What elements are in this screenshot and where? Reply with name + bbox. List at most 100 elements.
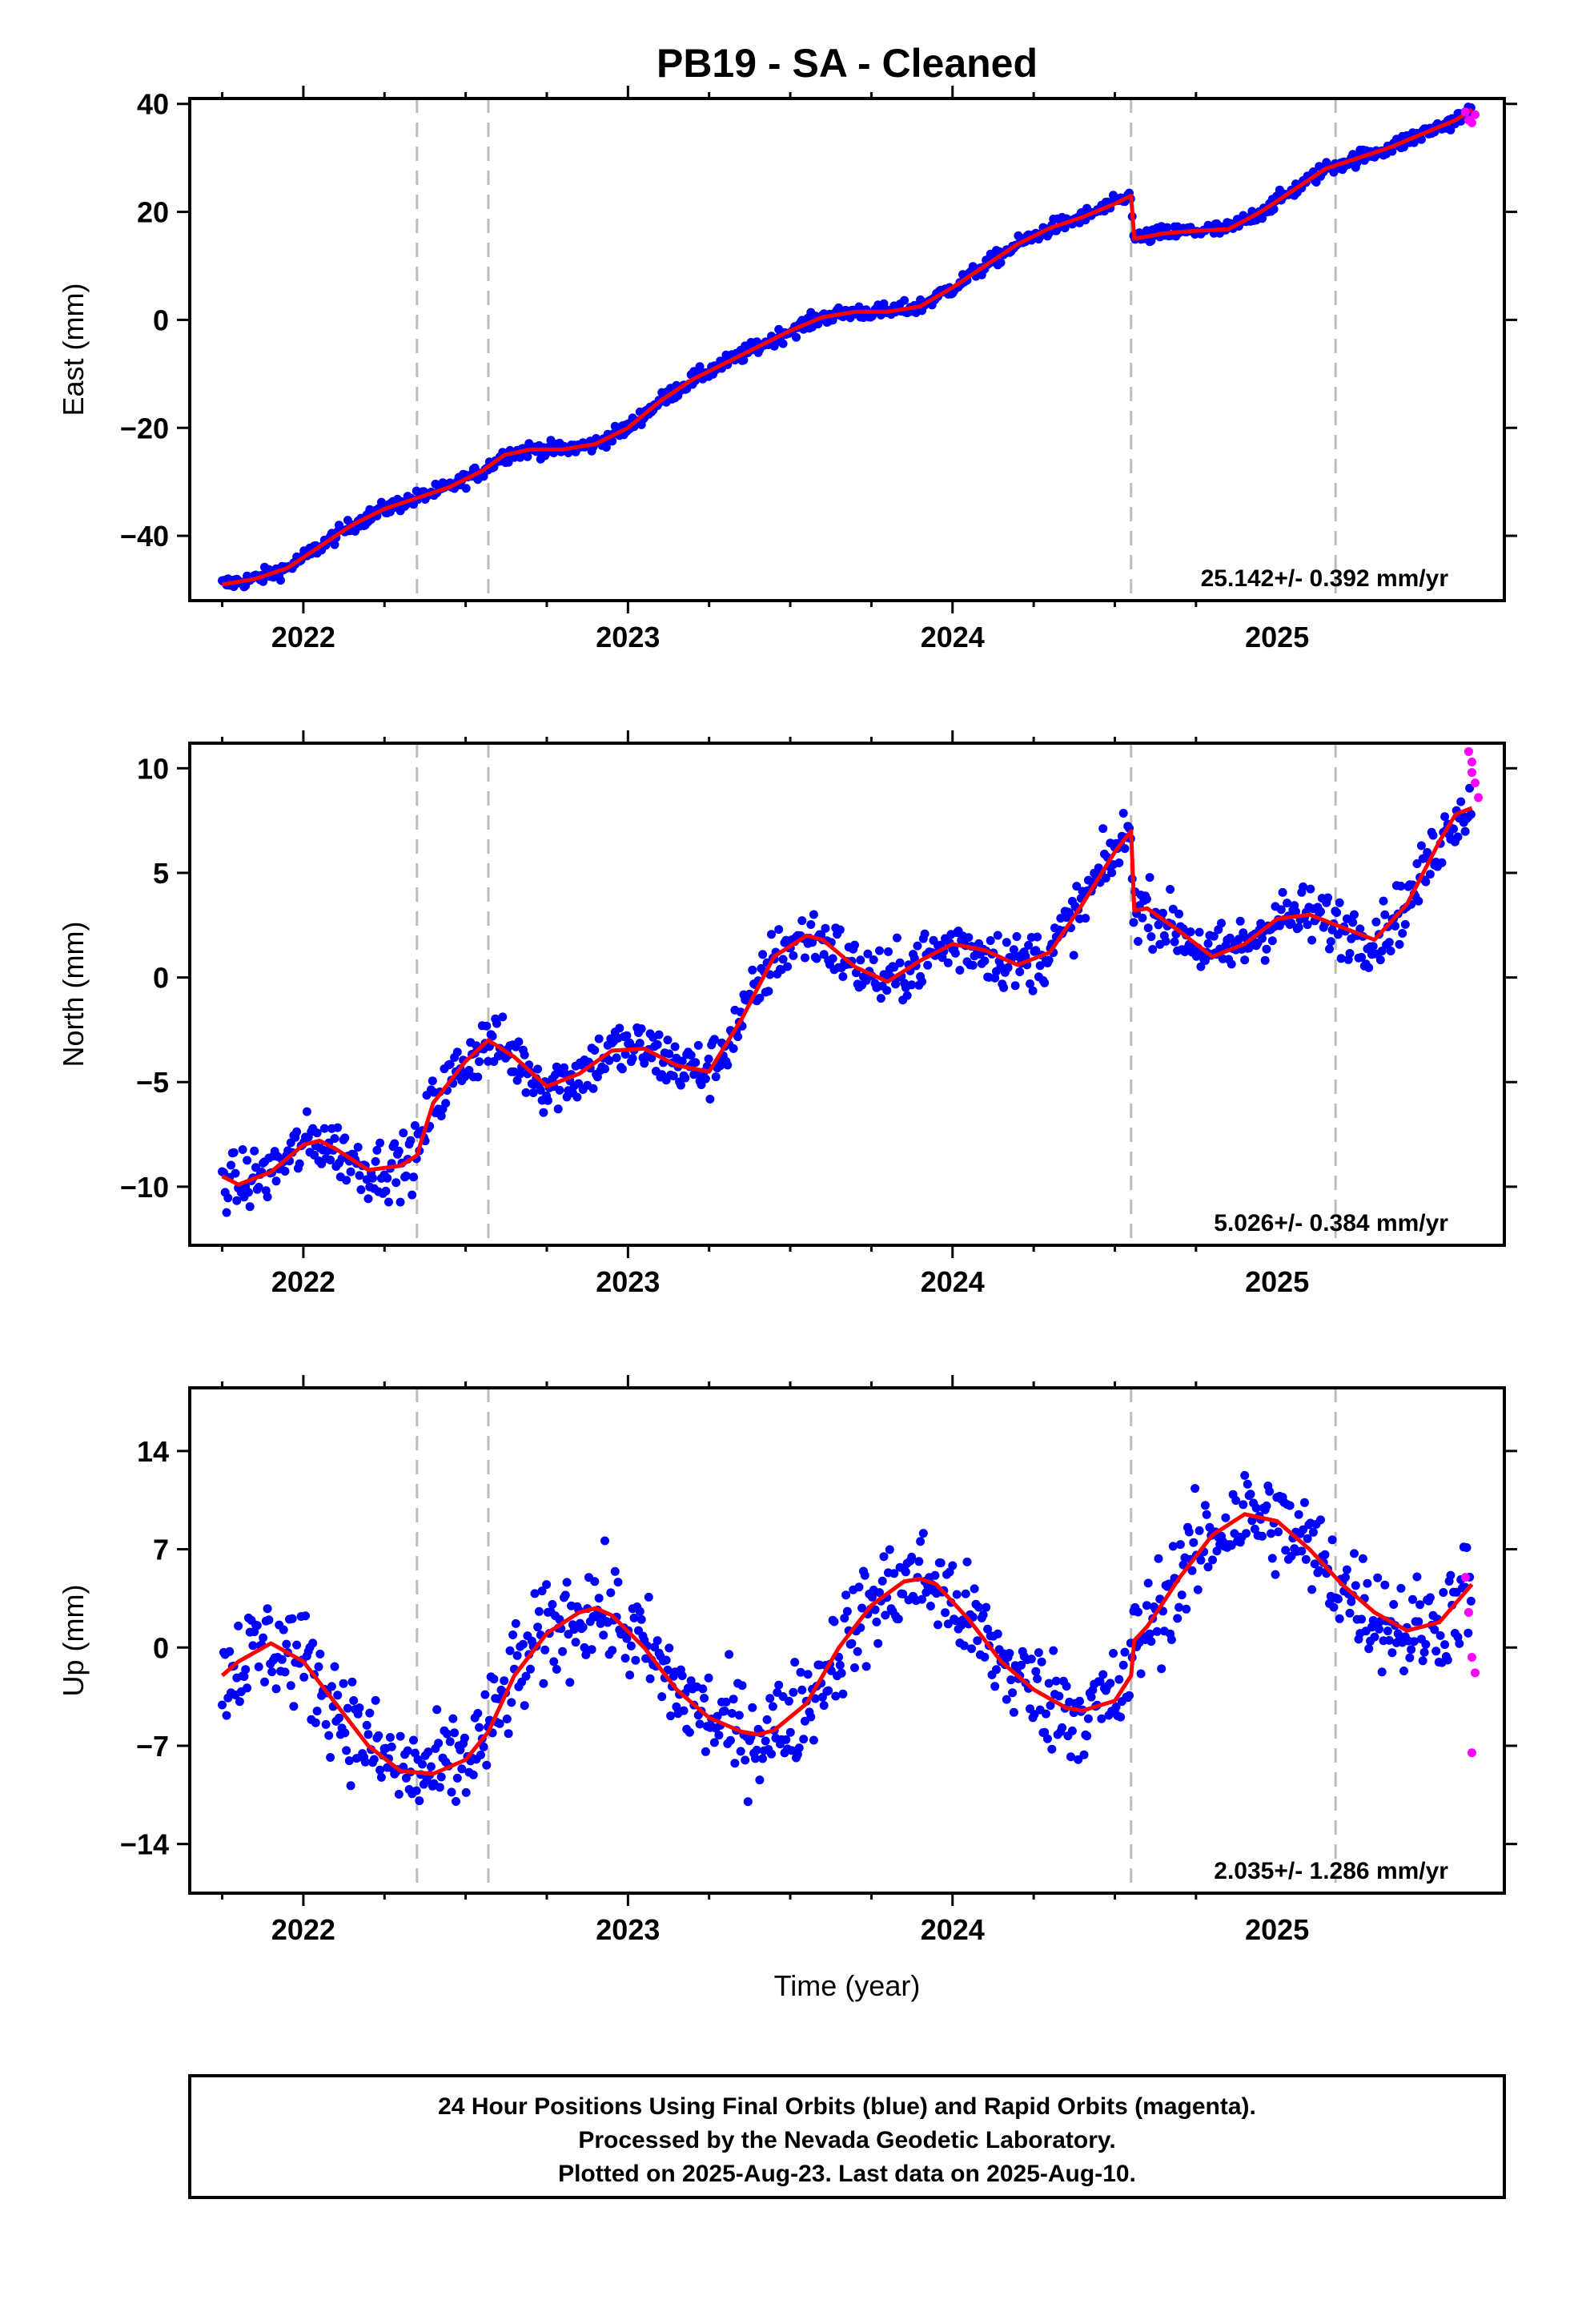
- data-point: [1196, 1555, 1206, 1565]
- data-point: [500, 1676, 509, 1686]
- data-point: [1074, 1755, 1083, 1764]
- data-point: [1033, 1674, 1042, 1683]
- data-point: [436, 1112, 446, 1120]
- data-point: [714, 1731, 724, 1740]
- data-point: [1062, 1682, 1071, 1691]
- rapid-point: [1464, 1607, 1473, 1617]
- data-point: [1310, 1559, 1319, 1569]
- data-point: [1348, 918, 1358, 927]
- data-point: [282, 1639, 291, 1649]
- data-point: [1129, 918, 1138, 927]
- data-point: [1275, 921, 1284, 931]
- data-point: [1111, 1702, 1121, 1711]
- data-point: [1177, 1590, 1186, 1600]
- data-point: [457, 1764, 467, 1774]
- data-point: [1066, 1752, 1075, 1762]
- data-point: [968, 960, 978, 970]
- data-point: [613, 1578, 623, 1587]
- data-point: [263, 1192, 272, 1202]
- data-point: [302, 1107, 311, 1116]
- data-point: [812, 954, 821, 963]
- data-point: [850, 1663, 859, 1672]
- data-point: [808, 938, 817, 947]
- data-point: [1034, 1648, 1043, 1658]
- data-point: [492, 1019, 501, 1028]
- data-point: [1166, 885, 1175, 894]
- data-point: [505, 1646, 515, 1655]
- data-point: [1418, 1656, 1427, 1666]
- data-point: [970, 1584, 979, 1594]
- data-point: [741, 1755, 750, 1765]
- data-point: [885, 1545, 894, 1554]
- data-point: [1383, 1626, 1392, 1636]
- data-point: [508, 1630, 518, 1639]
- data-point: [418, 1759, 427, 1769]
- data-point: [629, 1613, 639, 1622]
- x-tick-label: 2022: [271, 1913, 335, 1946]
- data-point: [751, 1754, 760, 1763]
- rapid-point: [1467, 768, 1476, 778]
- data-point: [599, 1630, 608, 1640]
- data-point: [1425, 870, 1435, 879]
- data-point: [222, 1711, 231, 1720]
- data-point: [479, 1742, 488, 1751]
- data-point: [1267, 1529, 1275, 1538]
- data-point: [831, 1691, 841, 1701]
- data-point: [950, 948, 960, 958]
- data-point: [626, 1641, 636, 1651]
- data-point: [311, 1718, 320, 1727]
- data-point: [1168, 1542, 1178, 1551]
- data-point: [222, 1208, 231, 1217]
- data-point: [1335, 898, 1344, 907]
- data-point: [964, 933, 974, 943]
- data-point: [342, 1176, 351, 1185]
- y-tick-label: −14: [120, 1828, 169, 1861]
- data-point: [620, 1654, 630, 1663]
- data-point: [1271, 1570, 1280, 1579]
- data-point: [652, 1636, 662, 1646]
- data-point: [436, 1772, 446, 1782]
- data-point: [860, 1570, 869, 1580]
- data-point: [321, 1719, 331, 1729]
- data-point: [1440, 812, 1450, 822]
- data-point: [479, 472, 488, 481]
- data-point: [704, 1054, 713, 1063]
- data-point: [1200, 1501, 1210, 1510]
- data-point: [743, 1797, 753, 1807]
- data-point: [434, 1739, 444, 1748]
- data-point: [1342, 1565, 1351, 1574]
- data-point: [916, 1537, 926, 1546]
- data-point: [930, 1570, 940, 1580]
- model-line: [221, 806, 1473, 1187]
- data-point: [1162, 223, 1172, 232]
- data-point: [1415, 1600, 1425, 1610]
- data-point: [394, 1146, 404, 1156]
- final-orbit-points: [218, 783, 1476, 1217]
- panel-1: 2022 2023 2024 2025 −40 −20 0 20 40 East (mm) 25.1…: [57, 86, 1517, 653]
- data-point: [1465, 783, 1475, 793]
- data-point: [280, 1167, 290, 1176]
- data-point: [412, 1786, 421, 1795]
- data-point: [1430, 1625, 1439, 1634]
- data-point: [941, 1608, 950, 1618]
- rapid-point: [1460, 107, 1470, 117]
- chart-title: PB19 - SA - Cleaned: [656, 41, 1038, 86]
- data-point: [809, 910, 818, 919]
- data-point: [443, 1729, 452, 1739]
- data-point: [793, 1750, 802, 1759]
- plot-frame: [188, 1386, 1506, 1895]
- data-point: [783, 962, 793, 971]
- data-point: [863, 949, 873, 959]
- data-point: [838, 972, 848, 981]
- data-point: [1267, 936, 1277, 946]
- data-point: [990, 1682, 1000, 1691]
- data-point: [410, 1121, 420, 1130]
- data-point: [1005, 1649, 1014, 1658]
- data-point: [1184, 1527, 1194, 1537]
- data-point: [810, 1694, 820, 1703]
- data-point: [601, 443, 611, 452]
- data-point: [1148, 945, 1158, 954]
- data-point: [381, 1186, 391, 1196]
- data-point: [797, 1685, 807, 1695]
